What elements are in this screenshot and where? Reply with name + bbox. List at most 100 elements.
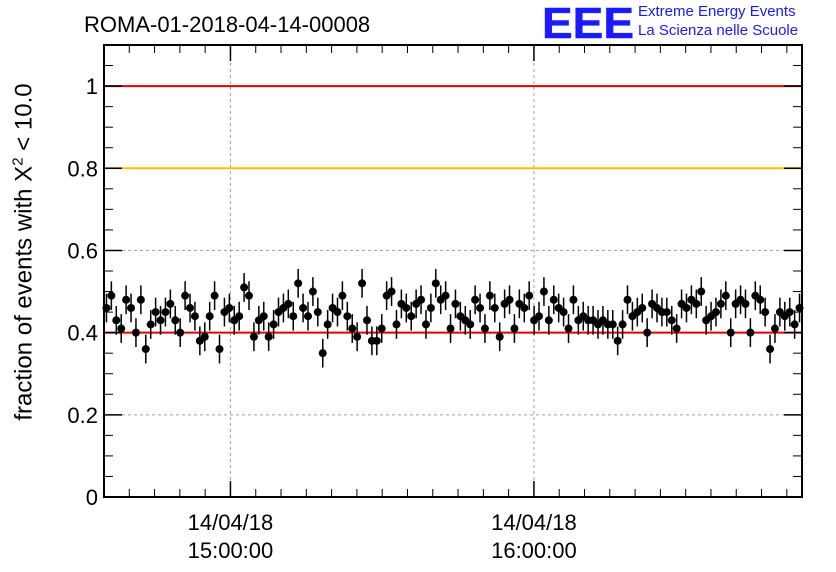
data-point [362, 305, 371, 335]
data-point [220, 297, 229, 327]
marker [407, 312, 416, 321]
data-point [692, 289, 701, 319]
data-point [731, 289, 740, 319]
data-point [210, 281, 219, 311]
y-tick-label: 0.4 [67, 321, 98, 346]
marker [672, 324, 681, 333]
y-axis-label-symbol: X [10, 165, 38, 182]
y-tick-label: 1 [86, 74, 98, 99]
data-point [269, 310, 278, 339]
data-point [505, 285, 514, 315]
marker [245, 291, 254, 300]
data-point [402, 293, 411, 323]
y-tick-labels: 0 0.2 0.4 0.6 0.8 1 [67, 74, 98, 510]
data-point [761, 297, 770, 327]
marker [313, 308, 322, 317]
data-point [318, 338, 327, 368]
data-point [525, 281, 534, 311]
y-tick-label: 0.8 [67, 156, 98, 181]
data-point [559, 297, 568, 327]
data-point [141, 334, 150, 364]
marker [284, 299, 293, 308]
data-point [421, 310, 430, 339]
marker [362, 316, 371, 325]
marker [156, 316, 165, 325]
data-point [161, 297, 170, 327]
marker [358, 279, 367, 288]
data-point [618, 310, 627, 339]
data-point [677, 289, 686, 319]
marker [377, 324, 386, 333]
data-point [136, 285, 145, 315]
data-point [711, 297, 720, 327]
data-point [200, 322, 209, 352]
marker [338, 291, 347, 300]
marker [559, 308, 568, 317]
marker [726, 328, 735, 337]
marker [176, 328, 185, 337]
data-point [294, 268, 303, 298]
marker [146, 320, 155, 329]
marker [431, 279, 440, 288]
marker [343, 312, 352, 321]
data-point [549, 285, 558, 315]
marker [392, 320, 401, 329]
y-axis-label-text: fraction of events with [10, 188, 38, 421]
y-axis-label-sup: 2 [9, 157, 27, 166]
data-point [190, 301, 199, 331]
data-point [476, 293, 485, 323]
data-point [633, 297, 642, 327]
marker [766, 345, 775, 354]
reference-lines [104, 85, 802, 334]
marker [790, 320, 799, 329]
data-point [790, 310, 799, 339]
marker [122, 295, 131, 304]
data-point [569, 285, 578, 315]
marker [372, 336, 381, 345]
data-point [127, 293, 136, 323]
data-point [122, 285, 131, 315]
marker [333, 308, 342, 317]
data-point [775, 297, 784, 327]
data-point [279, 293, 288, 323]
data-point [520, 293, 529, 323]
marker [308, 287, 317, 296]
marker [225, 303, 234, 312]
marker [402, 303, 411, 312]
data-point [392, 310, 401, 339]
marker [716, 299, 725, 308]
data-point [594, 310, 603, 339]
data-point [770, 314, 779, 343]
logo-line-1: Extreme Energy Events [638, 3, 796, 20]
data-point [289, 301, 298, 331]
marker [495, 332, 504, 341]
marker [721, 291, 730, 300]
data-point [186, 293, 195, 323]
data-point [544, 305, 553, 335]
data-point [471, 285, 480, 315]
data-point [682, 293, 691, 323]
marker [520, 303, 529, 312]
data-point [112, 305, 121, 335]
data-point [338, 281, 347, 311]
data-point [721, 281, 730, 311]
data-point [461, 305, 470, 335]
marker [692, 299, 701, 308]
marker [451, 299, 460, 308]
data-point [343, 301, 352, 331]
marker [240, 283, 249, 292]
data-point [215, 334, 224, 364]
data-point [564, 314, 573, 343]
data-point [766, 334, 775, 364]
marker [426, 303, 435, 312]
data-point [417, 285, 426, 315]
data-point [608, 310, 617, 339]
data-point [382, 281, 391, 311]
marker [667, 316, 676, 325]
data-point [441, 281, 450, 311]
marker [171, 316, 180, 325]
marker [387, 287, 396, 296]
data-point [780, 301, 789, 331]
marker [785, 308, 794, 317]
data-point [702, 305, 711, 335]
